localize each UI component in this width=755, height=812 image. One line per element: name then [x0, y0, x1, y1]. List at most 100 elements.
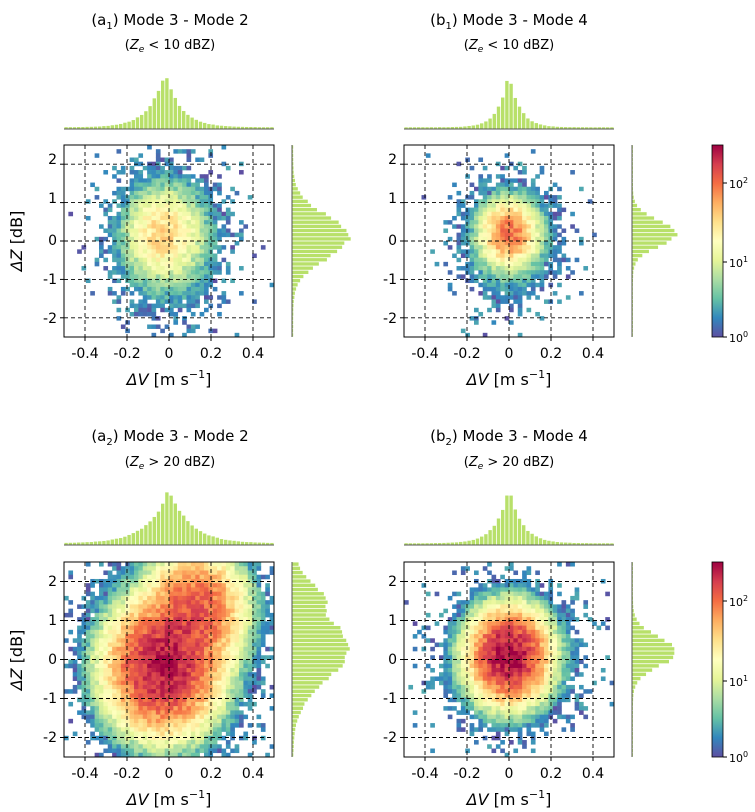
- heatmap-cell: [116, 680, 122, 686]
- heatmap-cell: [107, 710, 113, 715]
- heatmap-cell: [539, 659, 545, 665]
- heatmap-cell: [256, 663, 262, 669]
- heatmap-cell: [94, 617, 100, 622]
- heatmap-cell: [134, 612, 139, 618]
- heatmap-cell: [129, 667, 135, 673]
- heatmap-cell: [85, 718, 91, 724]
- heatmap-cell: [120, 266, 126, 271]
- heatmap-cell: [147, 295, 152, 300]
- heatmap-cell: [190, 697, 196, 703]
- heatmap-cell: [535, 684, 540, 690]
- heatmap-cell: [151, 199, 157, 204]
- heatmap-cell: [522, 680, 527, 686]
- heatmap-cell: [221, 215, 227, 221]
- heatmap-cell: [116, 170, 122, 175]
- heatmap-cell: [173, 566, 179, 571]
- right-histogram-bar: [632, 266, 635, 270]
- heatmap-cell: [500, 723, 505, 728]
- heatmap-cell: [103, 621, 109, 626]
- heatmap-cell: [85, 655, 91, 660]
- heatmap-cell: [513, 207, 519, 213]
- heatmap-cell: [155, 638, 161, 643]
- heatmap-cell: [116, 752, 122, 758]
- heatmap-cell: [182, 182, 187, 188]
- heatmap-cell: [129, 278, 135, 284]
- heatmap-cell: [129, 723, 135, 728]
- heatmap-cell: [491, 282, 497, 288]
- heatmap-cell: [112, 291, 117, 296]
- heatmap-cell: [177, 697, 183, 703]
- heatmap-cell: [147, 165, 152, 171]
- heatmap-cell: [465, 224, 470, 229]
- heatmap-cell: [116, 714, 122, 720]
- heatmap-cell: [182, 752, 187, 758]
- heatmap-cell: [77, 676, 82, 681]
- heatmap-cell: [570, 646, 575, 652]
- heatmap-cell: [495, 617, 501, 622]
- heatmap-cell: [482, 195, 488, 200]
- heatmap-cell: [134, 228, 139, 233]
- heatmap-cell: [487, 634, 492, 639]
- heatmap-cell: [116, 706, 122, 711]
- heatmap-cell: [513, 663, 519, 669]
- heatmap-cell: [142, 207, 148, 213]
- heatmap-cell: [526, 266, 532, 271]
- heatmap-cell: [147, 270, 152, 275]
- heatmap-cell: [204, 672, 209, 677]
- heatmap-cell: [169, 203, 174, 208]
- heatmap-cell: [565, 684, 571, 690]
- heatmap-cell: [116, 316, 122, 321]
- heatmap-cell: [478, 190, 484, 196]
- heatmap-cell: [513, 693, 519, 698]
- heatmap-cell: [204, 199, 209, 204]
- heatmap-cell: [513, 680, 519, 686]
- top-histogram-bar: [110, 539, 114, 545]
- heatmap-cell: [225, 570, 231, 576]
- heatmap-cell: [504, 723, 510, 728]
- top-histogram-bar: [480, 536, 484, 545]
- heatmap-cell: [217, 182, 222, 188]
- top-histogram-bar: [446, 542, 450, 545]
- heatmap-cell: [173, 190, 179, 196]
- heatmap-cell: [138, 249, 144, 254]
- heatmap-cell: [504, 224, 510, 229]
- heatmap-cell: [565, 646, 571, 652]
- heatmap-cell: [164, 578, 170, 584]
- heatmap-cell: [552, 672, 558, 677]
- heatmap-cell: [452, 697, 457, 703]
- heatmap-cell: [125, 600, 130, 605]
- heatmap-cell: [539, 249, 545, 254]
- heatmap-cell: [116, 232, 122, 238]
- heatmap-cell: [217, 718, 222, 724]
- heatmap-cell: [217, 706, 222, 711]
- heatmap-cell: [557, 270, 562, 275]
- heatmap-cell: [107, 286, 113, 292]
- heatmap-cell: [112, 220, 117, 225]
- heatmap-cell: [186, 701, 192, 707]
- panel-b2: (b2) Mode 3 - Mode 4 (Ze > 20 dBZ) 2 1 0…: [383, 427, 748, 809]
- heatmap-cell: [182, 178, 187, 183]
- heatmap-cell: [552, 689, 558, 694]
- heatmap-cell: [474, 655, 479, 660]
- heatmap-cell: [452, 634, 457, 639]
- heatmap-cell: [186, 604, 192, 609]
- heatmap-cell: [134, 174, 139, 179]
- heatmap-cell: [169, 714, 174, 720]
- heatmap-cell: [225, 617, 231, 622]
- heatmap-cell: [169, 697, 174, 703]
- heatmap-cell: [169, 170, 174, 175]
- heatmap-cell: [72, 651, 78, 656]
- heatmap-cell: [125, 195, 130, 200]
- heatmap-cell: [243, 684, 249, 690]
- heatmap-cell: [177, 617, 183, 622]
- heatmap-cell: [234, 332, 240, 338]
- heatmap-cell: [530, 667, 536, 673]
- heatmap-cell: [160, 621, 165, 626]
- heatmap-cell: [456, 621, 462, 626]
- heatmap-cell: [509, 583, 514, 588]
- heatmap-cell: [243, 676, 249, 681]
- heatmap-cell: [469, 165, 475, 171]
- heatmap-cell: [68, 574, 74, 580]
- heatmap-cell: [173, 595, 179, 601]
- heatmap-cell: [134, 562, 139, 567]
